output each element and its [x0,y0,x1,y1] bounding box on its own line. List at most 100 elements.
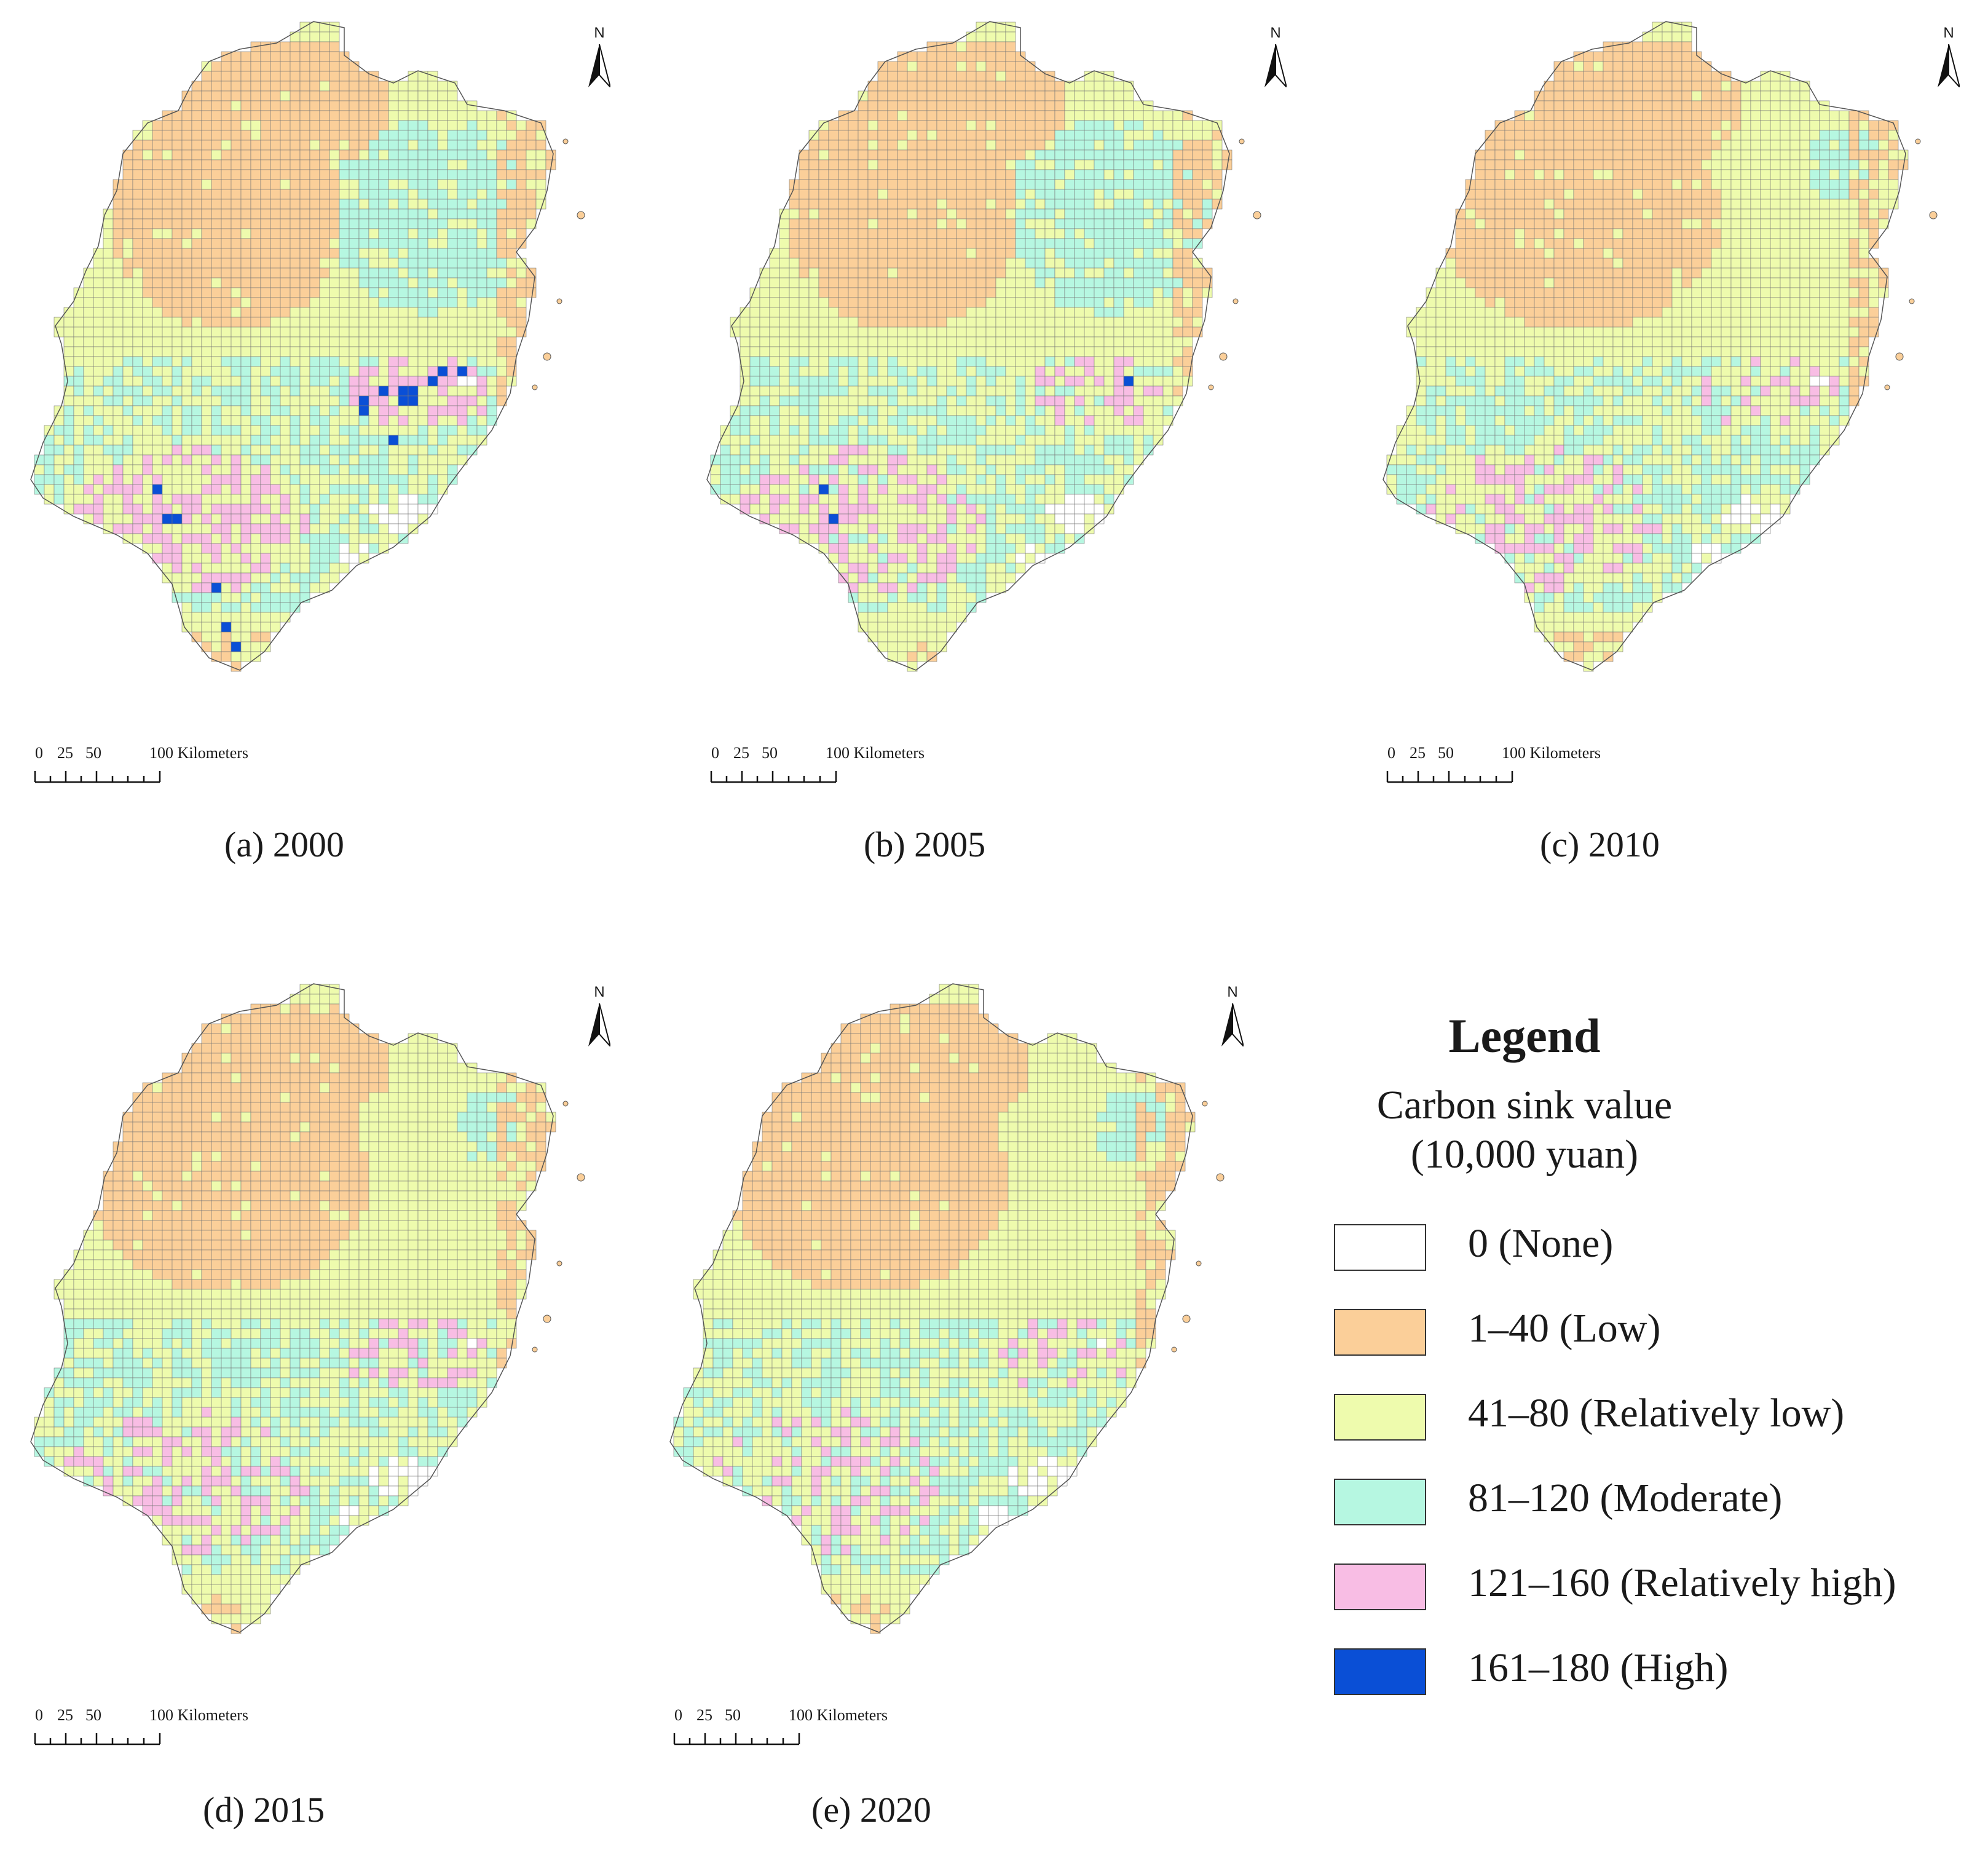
raster-cell-moderate [1192,218,1203,229]
raster-cell-low [496,228,507,239]
raster-cell-moderate [1025,238,1036,249]
raster-cell-low [270,130,281,141]
raster-cell-relatively-low [759,385,770,397]
raster-cell-relatively-low [63,474,74,485]
raster-cell-relatively-low [789,267,800,279]
raster-cell-relatively-high [476,405,487,416]
raster-cell-relatively-low [358,533,369,544]
raster-cell-relatively-high [73,504,84,515]
raster-cell-low [1662,169,1673,180]
raster-cell-low [1544,140,1555,151]
raster-cell-low [808,159,819,170]
raster-cell-moderate [437,199,448,210]
raster-cell-low [1035,140,1046,151]
raster-cell-low [496,307,507,318]
raster-cell-moderate [408,287,419,298]
raster-cell-relatively-low [63,317,74,328]
raster-cell-low [1711,140,1722,151]
raster-cell-relatively-low [368,376,379,387]
raster-cell-relatively-low [1074,445,1085,456]
raster-cell-relatively-high [838,445,849,456]
raster-cell-relatively-low [1044,405,1055,416]
raster-cell-moderate [260,435,271,446]
raster-cell-relatively-low [142,149,153,160]
raster-cell-relatively-low [1054,258,1065,269]
raster-cell-low [1534,140,1545,151]
raster-cell-low [966,149,977,160]
raster-cell-relatively-low [349,297,360,308]
raster-cell-moderate [1123,218,1134,229]
raster-cell-moderate [1153,238,1164,249]
raster-cell-low [260,71,271,82]
raster-cell-moderate [1819,149,1830,160]
raster-cell-moderate [1162,149,1173,160]
raster-cell-low [526,189,537,200]
raster-cell-low [926,238,937,249]
raster-cell-relatively-low [1760,159,1771,170]
raster-cell-relatively-low [309,307,320,318]
raster-cell-relatively-low [191,228,202,239]
raster-cell-relatively-high [867,504,878,515]
panel-caption: (a) 2000 [224,824,344,864]
raster-cell-relatively-low [427,454,438,465]
raster-cell-low [1622,110,1633,121]
raster-cell-moderate [112,395,124,406]
raster-cell-relatively-low [447,346,458,357]
raster-cell-low [1848,140,1860,151]
raster-cell-moderate [299,445,310,456]
raster-cell-low [838,248,849,259]
raster-cell-relatively-low [985,454,996,465]
raster-cell-relatively-low [231,326,242,338]
raster-cell-low [966,267,977,279]
raster-cell-relatively-low [260,346,271,357]
raster-cell-moderate [1084,120,1095,131]
raster-cell-relatively-low [995,435,1006,446]
raster-cell-low [240,189,251,200]
raster-cell-relatively-low [917,474,928,485]
raster-cell-relatively-low [201,346,212,357]
raster-cell-low [329,248,340,259]
raster-cell-relatively-low [1025,218,1036,229]
raster-cell-moderate [1044,238,1055,249]
raster-cell-moderate [447,208,458,219]
raster-cell-low [858,169,869,180]
raster-cell-relatively-low [897,563,908,574]
raster-cell-relatively-low [73,336,84,347]
raster-cell-moderate [378,267,389,279]
raster-cell-relatively-low [1103,366,1114,377]
raster-cell-relatively-low [1760,100,1771,111]
raster-cell-moderate [1064,179,1075,190]
raster-cell-low [1632,81,1643,92]
raster-cell-moderate [808,405,819,416]
raster-cell-relatively-low [476,110,487,121]
raster-cell-relatively-low [1113,100,1124,111]
raster-cell-moderate [290,602,301,613]
raster-cell-moderate [368,435,379,446]
raster-cell-low [162,179,173,190]
raster-cell-low [936,317,947,328]
raster-cell-low [1662,100,1673,111]
raster-cell-moderate [378,435,389,446]
island [532,384,538,390]
raster-cell-low [1182,277,1193,288]
raster-cell-relatively-low [290,494,301,505]
raster-cell-low [132,140,143,151]
raster-cell-low [1182,199,1193,210]
raster-cell-relatively-low [1084,326,1095,338]
raster-cell-moderate [976,366,987,377]
raster-cell-low [1691,81,1702,92]
raster-cell-moderate [1133,199,1144,210]
raster-cell-relatively-low [191,435,202,446]
raster-cell-moderate [417,238,428,249]
raster-cell-relatively-low [250,651,261,662]
raster-cell-low [838,287,849,298]
raster-cell-relatively-low [260,395,271,406]
raster-cell-moderate [720,454,731,465]
raster-cell-moderate [1044,199,1055,210]
raster-cell-low [1494,130,1505,141]
raster-cell-relatively-low [181,395,192,406]
raster-cell-moderate [1143,228,1154,239]
raster-cell-low [339,61,350,72]
raster-cell-low [122,267,133,279]
raster-cell-moderate [260,454,271,465]
